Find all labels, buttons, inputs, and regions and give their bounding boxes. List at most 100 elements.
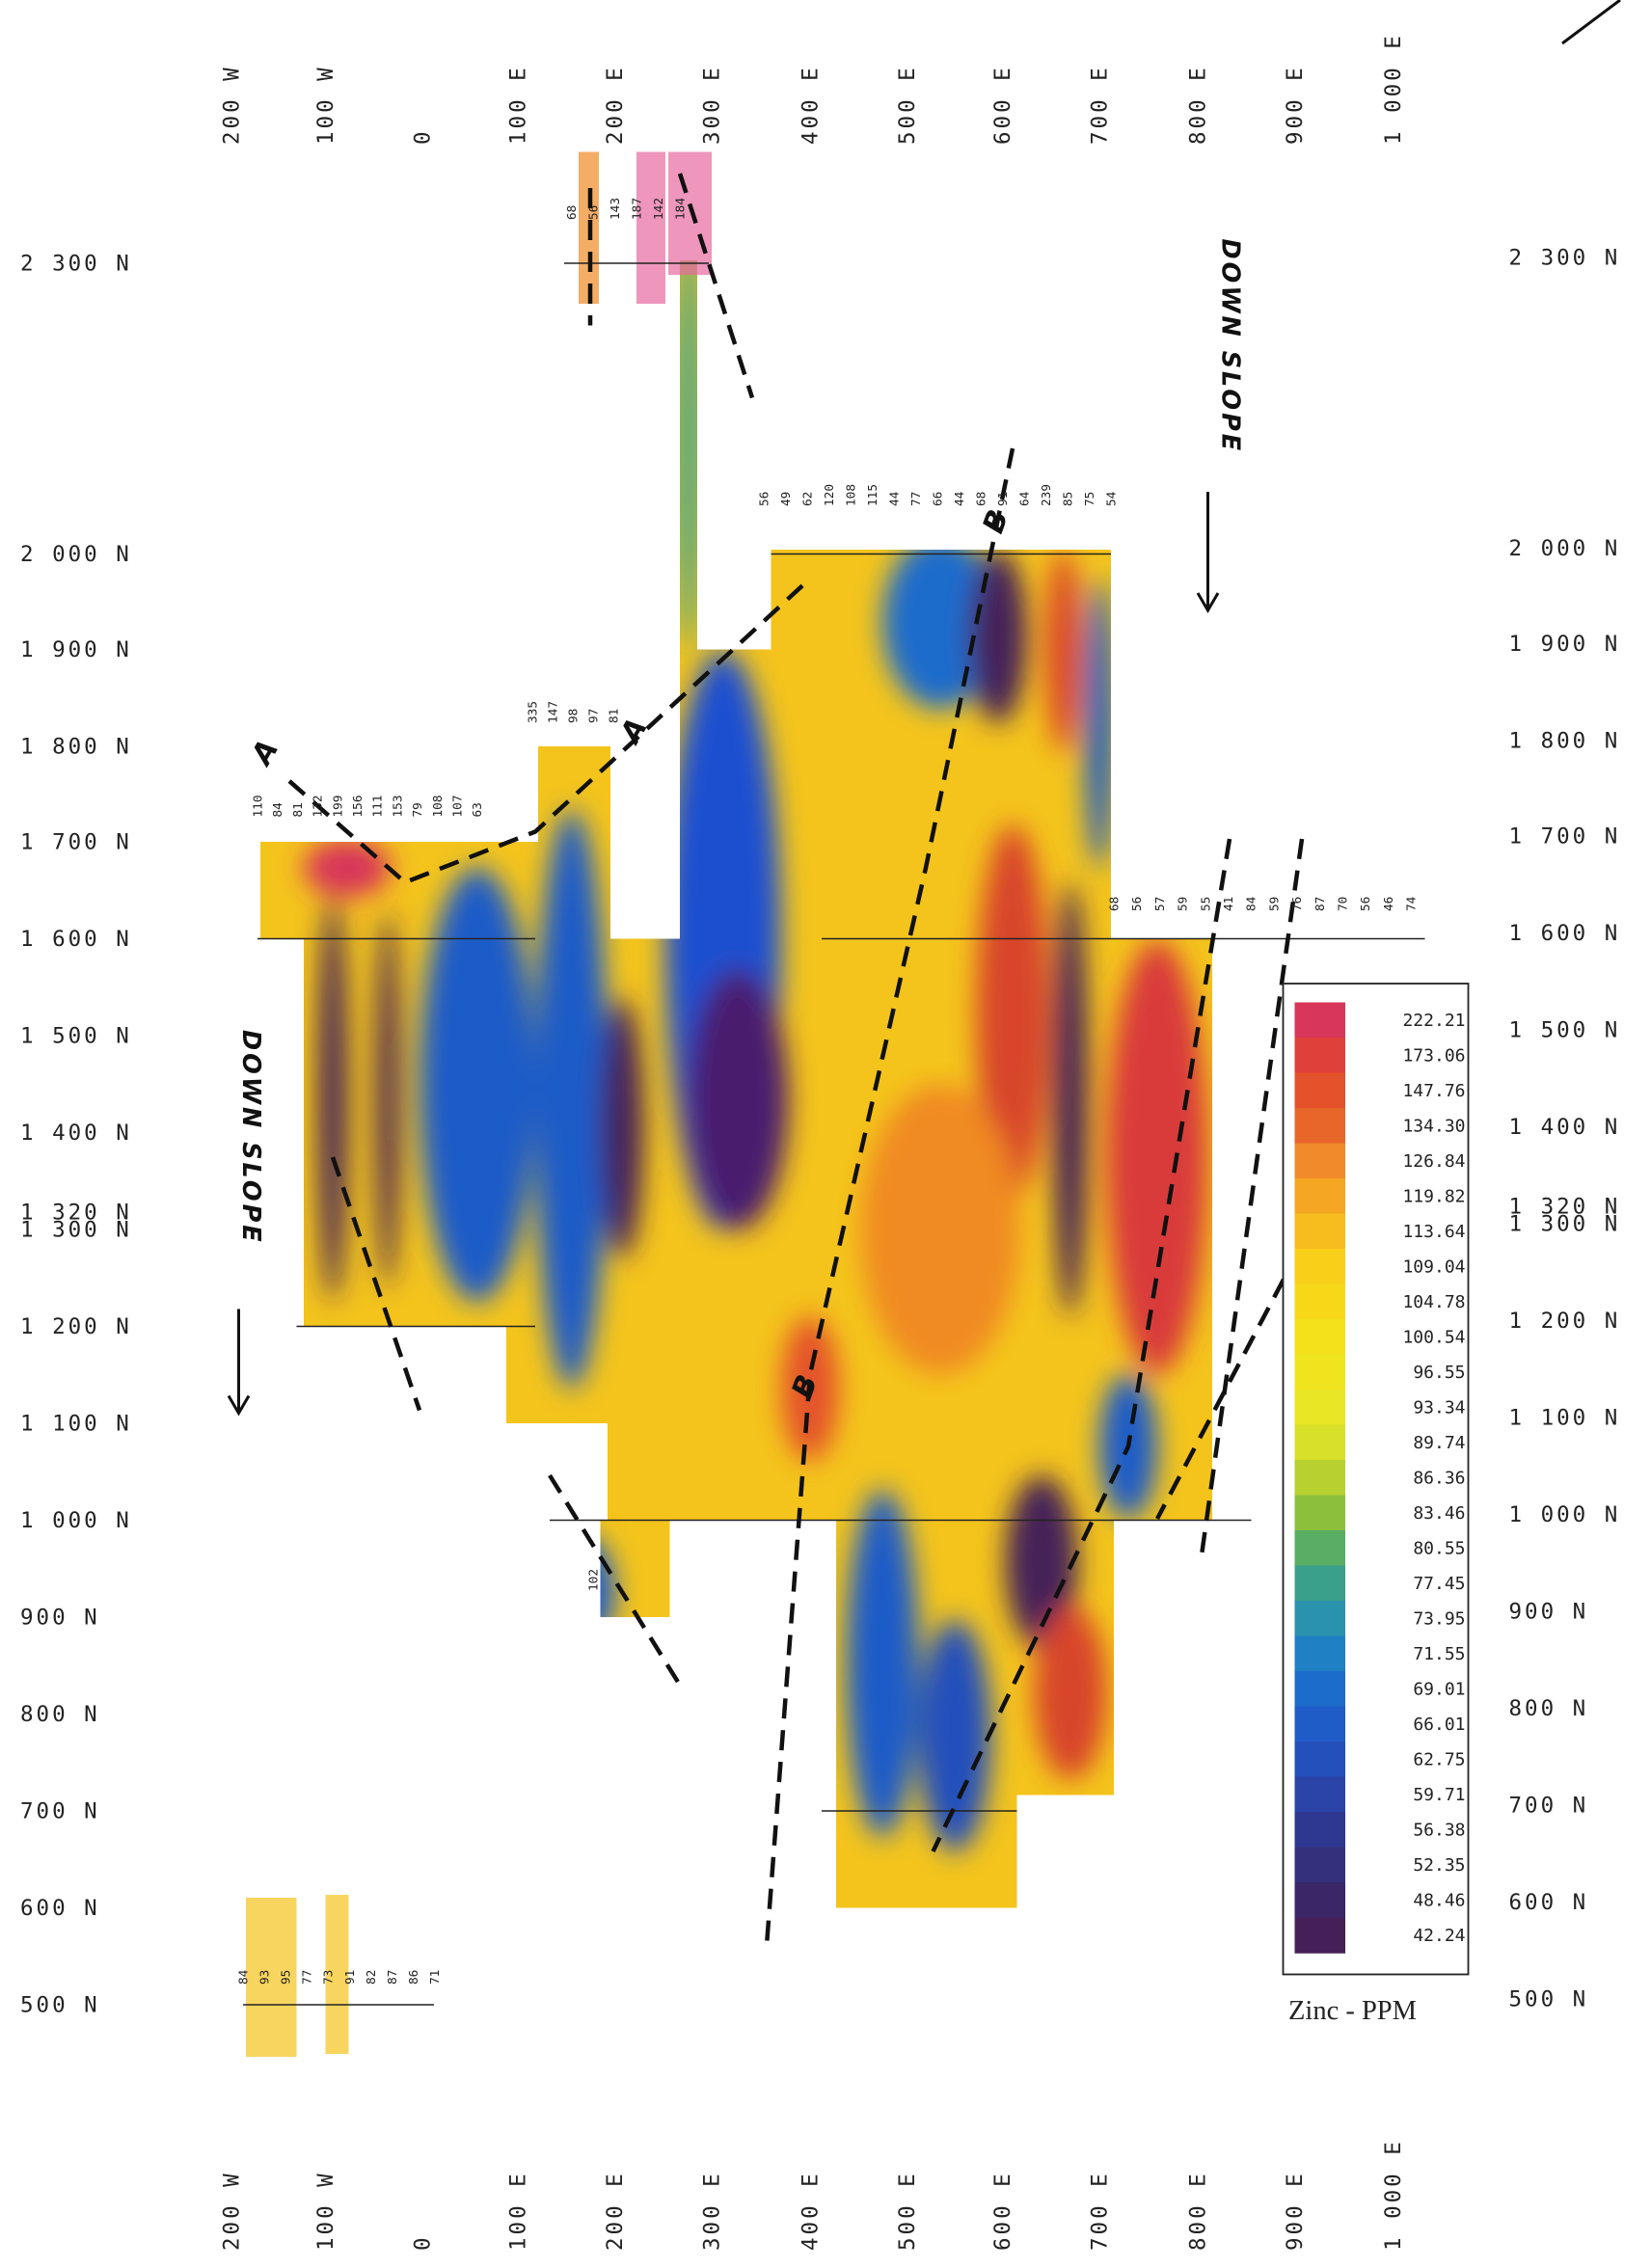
sample-value: 75: [1083, 492, 1097, 506]
northing-label: 1 200 N: [1509, 1309, 1621, 1334]
sample-value: 54: [1105, 491, 1120, 506]
northing-label: 700 N: [1509, 1794, 1589, 1819]
northing-label: 1 320 N: [20, 1201, 132, 1226]
sample-value: 41: [1222, 897, 1236, 911]
sample-value: 82: [365, 1970, 379, 1984]
sample-value: 142: [652, 198, 666, 220]
easting-label: 1 000 E: [1381, 33, 1406, 145]
northing-label: 1 400 N: [20, 1120, 132, 1146]
easting-label: 100 W: [313, 2171, 338, 2251]
northing-label: 600 N: [1509, 1890, 1589, 1915]
northing-label: 2 000 N: [20, 542, 132, 567]
northing-label: 1 200 N: [20, 1314, 132, 1339]
legend-label: 134.30: [1402, 1116, 1465, 1136]
sample-value: 71: [428, 1970, 443, 1984]
sample-value: 63: [471, 802, 485, 817]
easting-label: 400 E: [798, 65, 824, 145]
legend-swatch: [1294, 1882, 1346, 1919]
legend-swatch: [1294, 1601, 1346, 1637]
northing-label: 500 N: [20, 1993, 100, 2018]
easting-label: 0: [411, 2234, 436, 2251]
legend-label: 80.55: [1413, 1538, 1465, 1558]
sample-value: 91: [343, 1970, 358, 1984]
sample-value: 93: [258, 1970, 273, 1984]
legend-label: 86.36: [1413, 1468, 1465, 1488]
sample-value: 66: [932, 492, 946, 506]
legend-label: 89.74: [1413, 1433, 1465, 1453]
legend-label: 113.64: [1402, 1222, 1465, 1242]
legend-label: 93.34: [1413, 1397, 1465, 1418]
northing-label: 1 900 N: [1509, 632, 1621, 657]
northing-label: 1 600 N: [1509, 921, 1621, 946]
legend-swatch: [1294, 1390, 1346, 1426]
legend-label: 126.84: [1402, 1151, 1465, 1172]
annotation: DOWN SLOPE: [1216, 239, 1245, 454]
sample-value: 84: [237, 1969, 252, 1984]
sample-value: 115: [866, 484, 880, 506]
sample-value: 73: [322, 1970, 337, 1984]
easting-label: 200 E: [603, 65, 628, 145]
legend-swatch: [1294, 1424, 1346, 1461]
sample-value: 68: [565, 205, 580, 220]
sample-value: 76: [1290, 897, 1305, 911]
northing-label: 1 500 N: [1509, 1018, 1621, 1043]
legend-label: 62.75: [1413, 1749, 1465, 1769]
sample-value: 81: [291, 802, 306, 817]
sample-value: 59: [1267, 897, 1282, 911]
sample-value: 153: [391, 795, 405, 817]
legend-swatch: [1294, 1072, 1346, 1109]
easting-label: 800 E: [1186, 2171, 1211, 2251]
sample-value: 68: [1108, 897, 1123, 911]
legend-swatch: [1294, 1143, 1346, 1179]
northing-label: 1 000 N: [20, 1508, 132, 1533]
survey-lines: [243, 262, 1425, 2006]
legend-label: 48.46: [1413, 1890, 1465, 1910]
legend-swatch: [1294, 1319, 1346, 1356]
northing-label: 800 N: [20, 1702, 100, 1727]
northing-label: 1 600 N: [20, 927, 132, 952]
legend-swatch: [1294, 1495, 1346, 1531]
sample-value: 84: [271, 802, 285, 818]
legend-swatch: [1294, 1671, 1346, 1708]
legend-label: 100.54: [1402, 1327, 1465, 1347]
legend-label: 71.55: [1413, 1644, 1465, 1664]
sample-value: 120: [823, 484, 837, 506]
legend-swatch: [1294, 1917, 1346, 1954]
legend: Zinc - PPM 222.21 173.06 147.76 134.30 126.8…: [1282, 983, 1470, 2026]
northing-label: 1 000 N: [1509, 1502, 1621, 1527]
sample-value: 70: [1337, 897, 1351, 911]
legend-label: 104.78: [1402, 1292, 1465, 1312]
sample-value: 143: [609, 198, 623, 220]
sample-value: 57: [1153, 897, 1168, 911]
easting-label: 1 000 E: [1381, 2139, 1406, 2251]
sample-value: 97: [587, 709, 602, 723]
sample-value: 62: [801, 492, 816, 506]
legend-swatch: [1294, 1178, 1346, 1215]
sample-value: 110: [252, 795, 266, 817]
sample-value: 335: [527, 701, 541, 723]
legend-label: 66.01: [1413, 1714, 1465, 1735]
easting-label: 700 E: [1088, 2171, 1113, 2251]
sample-value: 86: [407, 1970, 421, 1984]
sample-value: 59: [1177, 897, 1191, 911]
easting-label: 200 E: [603, 2171, 628, 2251]
sample-value: 56: [1359, 897, 1373, 911]
easting-label: 600 E: [990, 65, 1015, 145]
easting-label: 0: [411, 128, 436, 145]
legend-swatch: [1294, 1354, 1346, 1390]
annotation: B: [977, 502, 1017, 537]
sample-value: 187: [631, 198, 645, 220]
legend-label: 56.38: [1413, 1820, 1465, 1840]
sample-value: 91: [996, 492, 1011, 506]
legend-label: 222.21: [1402, 1011, 1465, 1031]
sample-value: 44: [953, 491, 967, 506]
annotation: A: [244, 732, 286, 772]
sample-value: 87: [386, 1970, 400, 1984]
legend-swatch: [1294, 1776, 1346, 1813]
legend-swatch: [1294, 1283, 1346, 1320]
northing-label: 2 000 N: [1509, 536, 1621, 561]
annotation: DOWN SLOPE: [236, 1030, 265, 1245]
sample-value: 79: [411, 802, 425, 817]
sample-value: 147: [547, 701, 561, 723]
